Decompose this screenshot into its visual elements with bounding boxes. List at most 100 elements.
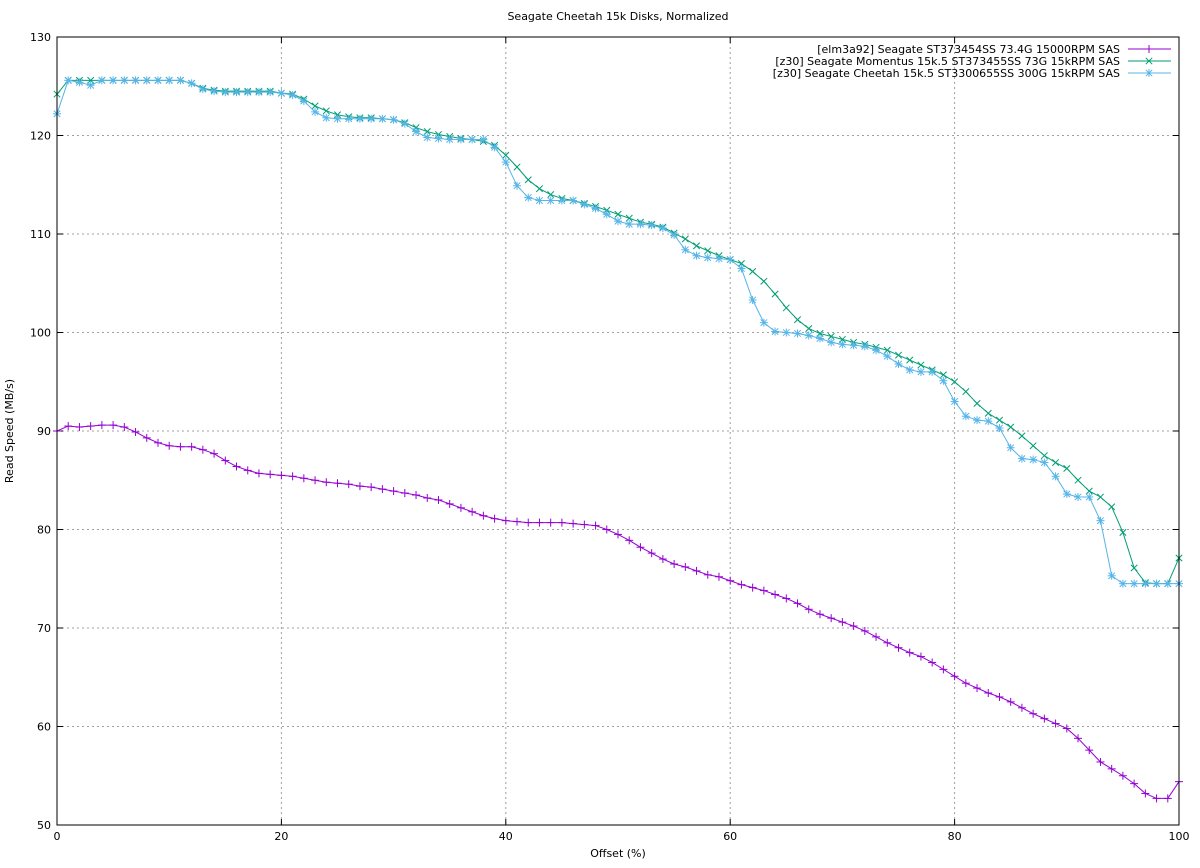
data-point <box>1052 458 1060 467</box>
data-point <box>793 599 802 608</box>
data-point <box>97 421 106 430</box>
data-point <box>1007 423 1015 431</box>
data-point <box>64 422 73 431</box>
data-point <box>838 618 847 627</box>
data-point <box>1029 442 1037 450</box>
data-point <box>557 196 566 205</box>
y-tick-label: 90 <box>37 425 51 438</box>
data-point <box>849 622 858 631</box>
data-point <box>894 360 903 369</box>
data-point <box>547 191 555 199</box>
data-point <box>322 107 330 115</box>
x-axis-label: Offset (%) <box>590 847 646 860</box>
data-point <box>670 559 679 568</box>
data-point <box>984 689 993 698</box>
data-point <box>883 638 892 647</box>
data-point <box>490 143 499 152</box>
data-point <box>849 341 858 350</box>
data-point <box>221 88 230 97</box>
data-point <box>1040 458 1049 467</box>
series-1 <box>53 421 1183 803</box>
data-point <box>625 214 633 222</box>
data-point <box>737 580 746 589</box>
data-point <box>513 517 522 526</box>
data-point <box>64 76 73 85</box>
data-point <box>187 79 196 88</box>
data-point <box>1163 794 1172 803</box>
data-point <box>1096 757 1105 766</box>
legend-label: [elm3a92] Seagate ST373454SS 73.4G 15000… <box>817 43 1120 56</box>
data-point <box>479 511 488 520</box>
data-point <box>86 81 95 90</box>
data-point <box>131 427 140 436</box>
series-line <box>56 424 1180 799</box>
axis-ticks: 0 20 40 60 80 100 50 60 70 80 90 100 110 120 130 <box>30 31 1190 843</box>
data-point <box>636 543 645 552</box>
data-point <box>75 423 84 432</box>
data-point <box>961 679 970 688</box>
data-point <box>894 351 903 359</box>
x-tick-label: 60 <box>723 830 737 843</box>
data-point <box>288 91 297 100</box>
y-tick-label: 50 <box>37 819 51 832</box>
data-point <box>1119 528 1127 537</box>
data-point <box>535 185 544 193</box>
data-point <box>614 217 622 226</box>
data-point <box>120 423 129 432</box>
data-point <box>1163 579 1172 588</box>
data-point <box>1107 571 1116 580</box>
data-point <box>804 605 813 614</box>
data-point <box>434 134 443 143</box>
data-point <box>153 438 162 447</box>
data-point <box>142 76 151 85</box>
data-point <box>625 220 634 229</box>
data-point <box>805 325 813 333</box>
data-point <box>501 158 510 167</box>
data-point <box>591 204 600 213</box>
data-point <box>995 424 1004 433</box>
data-point <box>703 253 712 262</box>
data-point <box>748 295 757 304</box>
y-tick-label: 120 <box>30 130 51 143</box>
data-point <box>771 327 780 336</box>
data-point <box>962 388 970 396</box>
data-point <box>984 409 992 417</box>
data-point <box>187 442 196 451</box>
data-point <box>210 449 219 458</box>
data-point <box>1141 789 1150 798</box>
data-point <box>378 114 387 123</box>
data-point <box>928 367 937 376</box>
data-point <box>939 376 948 385</box>
data-point <box>1145 69 1153 77</box>
data-point <box>513 163 521 171</box>
data-point <box>782 304 790 312</box>
data-point <box>692 251 701 260</box>
data-point <box>916 367 925 376</box>
plot-border <box>56 36 1180 826</box>
data-point <box>198 85 207 94</box>
y-tick-label: 60 <box>37 721 51 734</box>
data-point <box>524 518 533 527</box>
data-point <box>771 290 779 298</box>
data-point <box>906 356 914 364</box>
data-point <box>1152 579 1161 588</box>
data-point <box>759 586 768 595</box>
data-point <box>1017 454 1026 463</box>
data-point <box>905 365 914 374</box>
data-point <box>198 445 207 454</box>
data-point <box>153 76 162 85</box>
data-point <box>1051 472 1060 481</box>
data-point <box>692 242 701 250</box>
data-point <box>1006 697 1015 706</box>
data-point <box>468 507 477 516</box>
data-point <box>322 478 331 487</box>
data-point <box>165 76 174 85</box>
data-point <box>681 235 689 243</box>
data-point <box>445 135 454 144</box>
data-point <box>423 133 432 142</box>
data-point <box>1029 709 1038 718</box>
data-point <box>602 210 611 219</box>
data-point <box>1018 432 1026 440</box>
x-tick-label: 100 <box>1169 830 1190 843</box>
data-point <box>726 576 735 585</box>
